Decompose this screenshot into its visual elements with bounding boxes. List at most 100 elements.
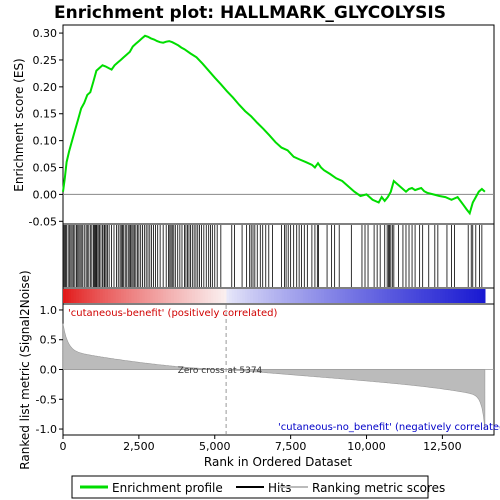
color-bar-segment	[107, 289, 112, 303]
color-bar-segment	[313, 289, 317, 303]
color-bar-segment	[374, 289, 378, 303]
color-bar-segment	[63, 289, 67, 303]
x-tick-label: 10,000	[347, 440, 386, 453]
color-bar-segment	[205, 289, 209, 303]
color-bar-segment	[400, 289, 404, 303]
color-bar-segment	[281, 289, 286, 303]
color-bar-segment	[247, 289, 251, 303]
color-bar-segment	[121, 289, 125, 303]
color-bar-segment	[81, 289, 85, 303]
color-bar-segment	[94, 289, 98, 303]
color-bar-segment	[358, 289, 362, 303]
color-bar-segment	[461, 289, 465, 303]
legend-label-metric: Ranking metric scores	[312, 481, 445, 495]
color-bar-segment	[310, 289, 315, 303]
color-bar-segment	[70, 289, 75, 303]
color-bar-segment	[171, 289, 175, 303]
color-bar-segment	[163, 289, 167, 303]
color-bar-segment	[147, 289, 151, 303]
color-bar-segment	[300, 289, 304, 303]
color-bar-layer	[63, 289, 486, 303]
color-bar-segment	[450, 289, 454, 303]
color-bar-segment	[78, 289, 83, 303]
color-bar-segment	[76, 289, 80, 303]
color-bar-segment	[173, 289, 177, 303]
color-bar-segment	[273, 289, 278, 303]
color-bar-segment	[363, 289, 367, 303]
y-axis-label-metric: Ranked list metric (Signal2Noise)	[18, 270, 32, 469]
color-bar-segment	[150, 289, 154, 303]
color-bar-segment	[371, 289, 375, 303]
color-bar-segment	[447, 289, 452, 303]
color-bar-segment	[102, 289, 106, 303]
color-bar-segment	[202, 289, 206, 303]
color-bar-segment	[408, 289, 412, 303]
color-bar-segment	[469, 289, 473, 303]
color-bar-segment	[157, 289, 162, 303]
color-bar-segment	[118, 289, 122, 303]
color-bar-segment	[242, 289, 246, 303]
color-bar-segment	[131, 289, 135, 303]
color-bar-segment	[350, 289, 354, 303]
color-bar-segment	[429, 289, 433, 303]
es-y-tick-label: 0.15	[33, 108, 58, 121]
hits-layer	[63, 225, 483, 287]
color-bar-segment	[128, 289, 133, 303]
color-bar-segment	[329, 289, 333, 303]
x-tick-label: 7,500	[275, 440, 307, 453]
es-y-tick-label: 0.30	[33, 27, 58, 40]
enrichment-profile-line	[62, 34, 486, 216]
color-bar-segment	[181, 289, 185, 303]
zero-cross-label: Zero cross at 5374	[178, 366, 263, 376]
positive-label: 'cutaneous-benefit' (positively correlat…	[68, 308, 277, 319]
color-bar-segment	[126, 289, 130, 303]
metric-layer	[62, 305, 494, 434]
color-bar-segment	[455, 289, 460, 303]
color-bar-segment	[434, 289, 439, 303]
color-bar-segment	[389, 289, 394, 303]
color-bar-segment	[89, 289, 93, 303]
color-bar-segment	[84, 289, 88, 303]
color-bar-segment	[397, 289, 402, 303]
color-bar-segment	[260, 289, 264, 303]
color-bar-segment	[110, 289, 114, 303]
color-bar-segment	[234, 289, 238, 303]
color-bar-segment	[324, 289, 328, 303]
color-bar-segment	[73, 289, 77, 303]
color-bar-segment	[331, 289, 336, 303]
color-bar-segment	[176, 289, 180, 303]
color-bar-segment	[405, 289, 410, 303]
color-bar-segment	[223, 289, 228, 303]
color-bar-segment	[226, 289, 230, 303]
color-bar-segment	[258, 289, 262, 303]
legend-label-enrichment: Enrichment profile	[112, 481, 223, 495]
color-bar-segment	[179, 289, 183, 303]
color-bar-segment	[334, 289, 338, 303]
color-bar-segment	[168, 289, 172, 303]
es-y-tick-label: 0.25	[33, 54, 58, 67]
x-tick-label: 2,500	[123, 440, 155, 453]
color-bar-segment	[426, 289, 431, 303]
color-bar-segment	[421, 289, 425, 303]
color-bar-segment	[284, 289, 288, 303]
color-bar-segment	[252, 289, 257, 303]
color-bar-segment	[440, 289, 444, 303]
color-bar-segment	[442, 289, 446, 303]
color-bar-segment	[186, 289, 191, 303]
color-bar-segment	[482, 289, 486, 303]
es-y-tick-label: 0.00	[33, 188, 58, 201]
color-bar-segment	[250, 289, 254, 303]
metric-y-tick-label: -0.5	[36, 393, 57, 406]
es-y-tick-label: -0.05	[29, 215, 57, 228]
color-bar-segment	[276, 289, 280, 303]
color-bar-segment	[189, 289, 193, 303]
x-tick-label: 12,500	[423, 440, 462, 453]
color-bar-segment	[416, 289, 420, 303]
color-bar-segment	[463, 289, 468, 303]
color-bar-segment	[142, 289, 146, 303]
legend: Enrichment profile Hits Ranking metric s…	[71, 475, 445, 499]
color-bar-segment	[152, 289, 156, 303]
color-bar-segment	[403, 289, 407, 303]
y-axis-label-es: Enrichment score (ES)	[12, 58, 26, 191]
color-bar-segment	[384, 289, 388, 303]
